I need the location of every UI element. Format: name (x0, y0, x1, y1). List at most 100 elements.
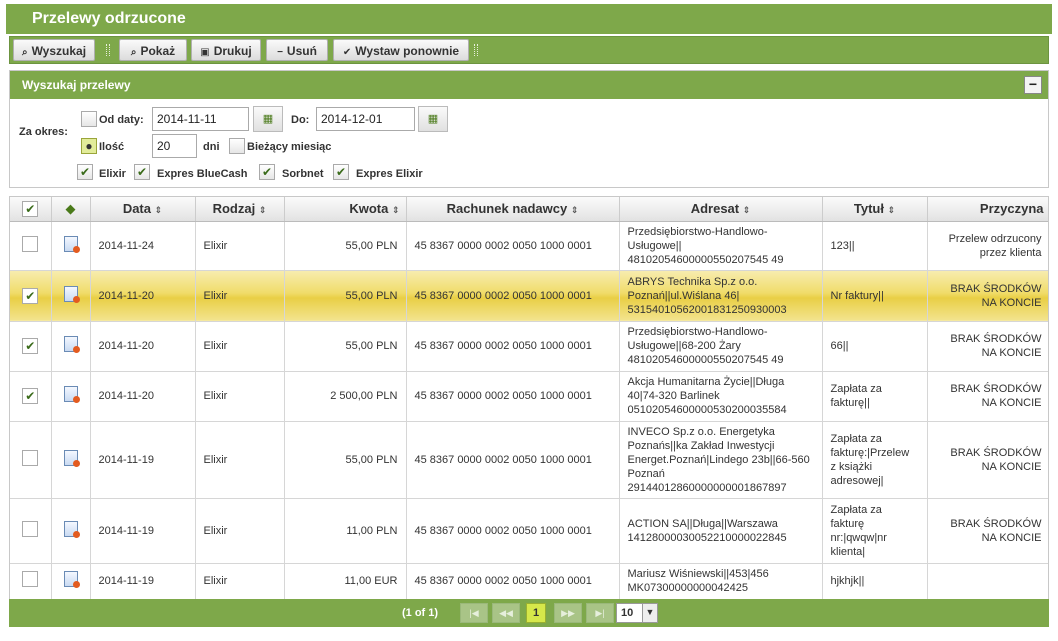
from-calendar-button[interactable]: ▦ (253, 106, 283, 132)
page-title: Przelewy odrzucone (6, 4, 1052, 34)
to-date-input[interactable]: 2014-12-01 (316, 107, 415, 131)
column-header-date[interactable]: Data ⇕ (90, 197, 196, 222)
reason-line: BRAK ŚRODKÓW (950, 446, 1042, 459)
row-select-cell[interactable] (10, 421, 52, 499)
recipient-line: 05102054600000530200035584 (627, 404, 787, 416)
row-checkbox[interactable] (22, 520, 39, 537)
row-doc-cell[interactable] (51, 421, 91, 499)
count-radio[interactable]: ● (81, 138, 97, 154)
row-checkbox[interactable]: ✔ (22, 338, 39, 354)
pagination-bar: (1 of 1) |◀ ◀◀ 1 ▶▶ ▶| 10 ▼ (9, 599, 1049, 627)
account-cell: 45 8367 0000 0002 0050 1000 0001 (406, 221, 620, 271)
sorbnet-checkbox[interactable]: ✔ (259, 164, 275, 180)
prev-page-button[interactable]: ◀◀ (492, 603, 520, 623)
recipient-cell: ABRYS Technika Sp.z o.o. Poznań||ul.Wiśla… (619, 270, 823, 322)
type-cell: Elixir (195, 321, 285, 372)
delete-button[interactable]: − Usuń (266, 39, 328, 61)
amount-cell: 11,00 EUR (284, 563, 407, 600)
column-header-title[interactable]: Tytuł ⇕ (822, 197, 928, 222)
current-page-button[interactable]: 1 (526, 603, 546, 623)
row-select-cell[interactable] (10, 498, 52, 564)
select-all-checkbox[interactable]: ✔ (22, 200, 39, 217)
column-header-recipient[interactable]: Adresat ⇕ (619, 197, 823, 222)
row-checkbox[interactable]: ✔ (22, 287, 39, 304)
reason-cell: BRAK ŚRODKÓW NA KONCIE (927, 498, 1048, 564)
row-doc-cell[interactable] (51, 221, 91, 271)
row-doc-cell[interactable] (51, 563, 91, 600)
recipient-line: 53154010562001831250930003 (627, 303, 787, 316)
column-header-type[interactable]: Rodzaj ⇕ (195, 197, 285, 222)
title-cell: 66|| (822, 321, 928, 372)
document-icon[interactable] (63, 449, 80, 467)
column-header-amount[interactable]: Kwota ⇕ (284, 197, 407, 222)
count-input[interactable]: 20 (152, 134, 197, 158)
days-label: dni (203, 141, 220, 153)
row-checkbox[interactable] (22, 571, 39, 587)
calendar-icon: ▦ (262, 113, 274, 125)
row-select-cell[interactable] (10, 563, 52, 600)
document-icon[interactable] (63, 235, 80, 253)
document-icon[interactable] (63, 520, 80, 538)
table-row[interactable]: 2014-11-24 Elixir 55,00 PLN 45 8367 0000 00… (10, 221, 1048, 271)
type-cell: Elixir (195, 563, 285, 600)
row-select-cell[interactable]: ✔ (10, 270, 52, 322)
row-select-cell[interactable]: ✔ (10, 321, 52, 372)
table-row[interactable]: ✔ 2014-11-20 Elixir 55,00 PLN 45 8367 0000 0… (10, 321, 1048, 372)
collapse-button[interactable]: − (1024, 76, 1042, 94)
search-button[interactable]: ⌕ Wyszukaj (13, 39, 95, 61)
current-month-checkbox[interactable] (229, 138, 245, 154)
expres-bluecash-checkbox[interactable]: ✔ (134, 164, 150, 180)
select-all-header[interactable]: ✔ (10, 197, 52, 222)
row-select-cell[interactable]: ✔ (10, 371, 52, 422)
title-line: fakturę (830, 517, 865, 530)
row-checkbox[interactable] (22, 235, 39, 252)
print-button[interactable]: ▣ Drukuj (191, 39, 261, 61)
title-line: nr:|qwqw|nr (830, 531, 887, 544)
column-label: Rodzaj (212, 201, 256, 217)
row-select-cell[interactable] (10, 221, 52, 271)
title-line: Zapłata za (830, 503, 882, 516)
document-icon[interactable] (63, 285, 80, 303)
sorbnet-label: Sorbnet (282, 168, 324, 180)
reason-line: NA KONCIE (981, 531, 1042, 544)
elixir-checkbox[interactable]: ✔ (77, 164, 93, 180)
table-row[interactable]: ✔ 2014-11-20 Elixir 55,00 PLN 45 8367 0000 0… (10, 270, 1048, 322)
row-doc-cell[interactable] (51, 498, 91, 564)
title-line: hjkhjk|| (830, 575, 865, 587)
document-icon[interactable] (63, 386, 80, 403)
last-page-button[interactable]: ▶| (586, 603, 614, 623)
account-cell: 45 8367 0000 0002 0050 1000 0001 (406, 321, 620, 372)
page-size-select[interactable]: 10 ▼ (616, 603, 658, 623)
column-label: Kwota (349, 201, 389, 217)
row-doc-cell[interactable] (51, 371, 91, 422)
row-doc-cell[interactable] (51, 321, 91, 372)
show-button[interactable]: ⌕ Pokaż (119, 39, 187, 61)
title-line: fakturę|| (830, 397, 870, 409)
document-icon[interactable] (63, 571, 80, 588)
first-page-button[interactable]: |◀ (460, 603, 488, 623)
table-row[interactable]: ✔ 2014-11-20 Elixir 2 500,00 PLN 45 8367 000… (10, 371, 1048, 422)
expres-elixir-checkbox[interactable]: ✔ (333, 164, 349, 180)
table-row[interactable]: 2014-11-19 Elixir 11,00 EUR 45 8367 0000 00… (10, 563, 1048, 600)
row-checkbox[interactable]: ✔ (22, 388, 39, 404)
table-row[interactable]: 2014-11-19 Elixir 11,00 PLN 45 8367 0000 00… (10, 498, 1048, 564)
column-header-account[interactable]: Rachunek nadawcy ⇕ (406, 197, 620, 222)
row-doc-cell[interactable] (51, 270, 91, 322)
from-date-checkbox[interactable] (81, 111, 97, 127)
from-date-input[interactable]: 2014-11-11 (152, 107, 249, 131)
table-row[interactable]: 2014-11-19 Elixir 55,00 PLN 45 8367 0000 00… (10, 421, 1048, 499)
table-header-row: ✔ ◆ Data ⇕ Rodzaj ⇕ Kwota ⇕ Rachunek nad… (10, 197, 1048, 222)
title-line: 123|| (830, 239, 855, 252)
reason-line: BRAK ŚRODKÓW (950, 383, 1042, 395)
row-checkbox[interactable] (22, 449, 39, 466)
search-panel: Wyszukaj przelewy − Za okres: Od daty: 2… (9, 70, 1049, 188)
account-cell: 45 8367 0000 0002 0050 1000 0001 (406, 421, 620, 499)
resubmit-button[interactable]: ✔ Wystaw ponownie (333, 39, 469, 61)
account-cell: 45 8367 0000 0002 0050 1000 0001 (406, 270, 620, 322)
document-icon[interactable] (63, 336, 80, 353)
date-cell: 2014-11-19 (90, 563, 196, 600)
next-page-button[interactable]: ▶▶ (554, 603, 582, 623)
reason-cell (927, 563, 1048, 600)
to-calendar-button[interactable]: ▦ (418, 106, 448, 132)
reason-cell: BRAK ŚRODKÓW NA KONCIE (927, 371, 1048, 422)
